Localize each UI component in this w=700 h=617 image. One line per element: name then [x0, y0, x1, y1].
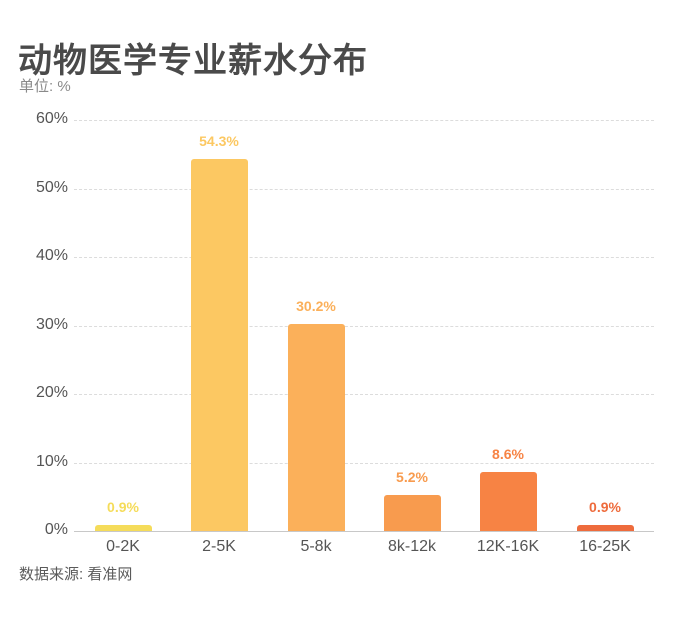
x-tick-label: 2-5K	[202, 538, 236, 555]
y-tick-label: 0%	[44, 521, 68, 538]
x-tick-label: 5-8k	[300, 538, 332, 555]
bar-value-label: 54.3%	[199, 133, 239, 150]
data-source: 数据来源: 看准网	[19, 566, 133, 583]
gridline	[74, 325, 654, 327]
x-tick-label: 12K-16K	[476, 538, 540, 555]
y-tick-label: 10%	[35, 452, 68, 470]
y-tick-label: 50%	[35, 178, 68, 196]
y-tick-label: 60%	[35, 110, 68, 127]
x-axis-line	[74, 531, 654, 532]
bar-value-label: 8.6%	[492, 446, 524, 463]
bar-value-label: 0.9%	[589, 498, 621, 515]
bar-value-label: 5.2%	[396, 469, 428, 486]
x-tick-label: 0-2K	[106, 538, 140, 555]
gridline	[74, 257, 654, 258]
bar-12K-16K	[479, 472, 537, 531]
bar-0-2K	[94, 524, 152, 531]
chart-unit: 单位: %	[19, 78, 71, 95]
gridline	[74, 120, 654, 121]
bar-5-8k	[287, 324, 345, 531]
x-tick-label: 16-25K	[579, 538, 631, 555]
y-tick-label: 30%	[35, 315, 68, 333]
gridline	[74, 188, 654, 190]
chart-title: 动物医学专业薪水分布	[18, 42, 368, 80]
gridline	[74, 394, 654, 395]
y-tick-label: 20%	[35, 384, 68, 401]
bar-2-5K	[190, 159, 248, 531]
bar-value-label: 30.2%	[296, 298, 336, 315]
gridline	[74, 462, 654, 464]
bar-16-25K	[576, 524, 634, 531]
bar-8k-12k	[383, 495, 441, 531]
bar-value-label: 0.9%	[107, 498, 139, 515]
y-tick-label: 40%	[35, 247, 68, 264]
x-tick-label: 8k-12k	[387, 538, 437, 555]
